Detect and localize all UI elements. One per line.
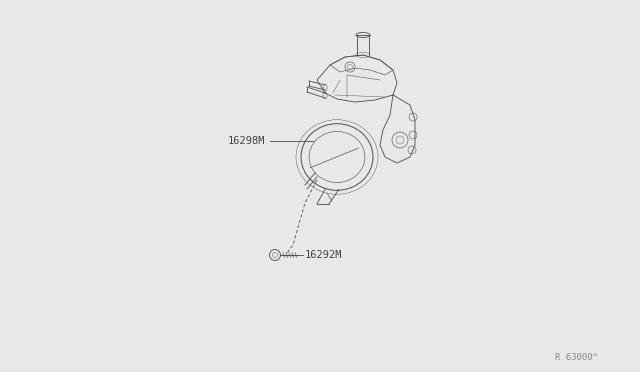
Text: 16292M: 16292M <box>305 250 342 260</box>
Text: 16298M: 16298M <box>228 136 266 146</box>
Text: R 63000^: R 63000^ <box>555 353 598 362</box>
